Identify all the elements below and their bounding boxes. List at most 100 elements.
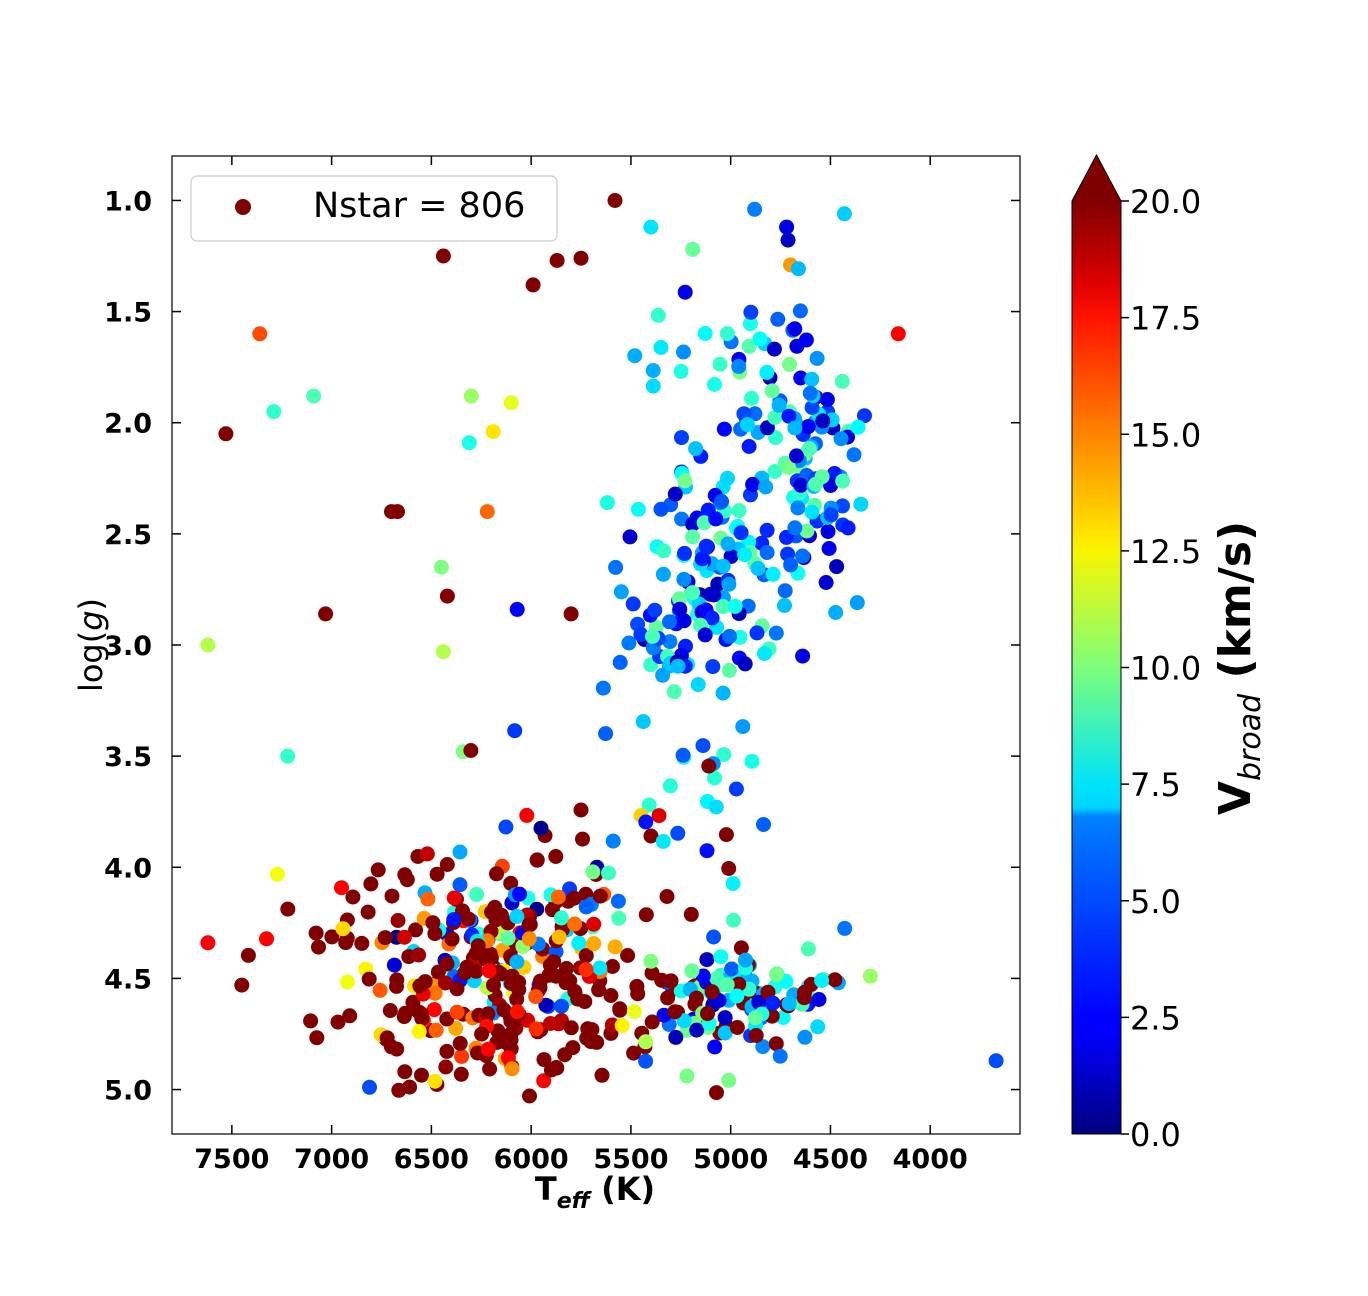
data-point <box>550 889 566 905</box>
data-point <box>444 931 460 947</box>
data-point <box>446 912 462 928</box>
data-point <box>737 547 753 563</box>
data-point <box>559 961 574 976</box>
data-point <box>626 1045 642 1061</box>
data-point <box>829 559 845 575</box>
data-point <box>414 1067 429 1083</box>
legend: Nstar = 806 <box>190 175 558 242</box>
data-point <box>509 909 525 924</box>
data-point <box>690 677 706 693</box>
data-point <box>689 1022 705 1038</box>
data-point <box>612 1002 628 1018</box>
data-point <box>601 865 616 881</box>
colorbar-tick-label: 12.5 <box>1130 533 1201 571</box>
data-point <box>538 997 554 1013</box>
data-point <box>765 566 781 582</box>
data-point <box>625 596 641 612</box>
data-point <box>700 1006 715 1022</box>
data-point <box>435 248 451 264</box>
data-point <box>850 419 866 435</box>
data-point <box>771 397 787 413</box>
colorbar-title: Vbroad (km/s) <box>1210 521 1268 815</box>
data-point <box>699 952 715 968</box>
data-point <box>643 219 659 235</box>
data-point <box>724 961 740 977</box>
data-point <box>453 1066 469 1082</box>
data-point <box>769 966 785 982</box>
data-point <box>468 945 484 961</box>
data-point <box>324 929 340 945</box>
data-point <box>308 925 324 941</box>
data-point <box>493 907 509 923</box>
data-point <box>557 1047 573 1063</box>
data-point <box>396 1009 412 1025</box>
data-point <box>757 646 772 661</box>
data-point <box>862 968 878 984</box>
data-point <box>789 448 804 464</box>
data-point <box>749 625 765 641</box>
data-point <box>468 963 484 979</box>
data-point <box>370 862 386 878</box>
y-tick-label: 1.0 <box>104 186 152 217</box>
data-point <box>611 910 627 926</box>
data-point <box>655 667 671 683</box>
data-point <box>428 1022 444 1038</box>
data-point <box>607 193 623 208</box>
data-point <box>660 990 676 1006</box>
data-point <box>697 627 713 643</box>
data-point <box>446 890 462 906</box>
data-point <box>758 479 774 495</box>
data-point <box>512 886 527 902</box>
data-point <box>429 866 445 882</box>
data-point <box>694 551 710 567</box>
data-point <box>638 1034 654 1050</box>
data-point <box>614 1018 630 1033</box>
data-point <box>269 866 285 882</box>
data-point <box>677 473 693 489</box>
data-point <box>770 311 786 327</box>
data-point <box>729 988 745 1004</box>
data-point <box>536 1073 552 1089</box>
data-point <box>433 559 449 575</box>
data-point <box>725 876 741 891</box>
data-point <box>390 913 406 928</box>
data-point <box>731 358 747 374</box>
data-point <box>635 714 651 730</box>
data-point <box>804 371 820 387</box>
colorbar-tick-label: 0.0 <box>1130 1116 1181 1154</box>
data-point <box>735 719 751 735</box>
y-tick-label: 4.5 <box>104 964 152 995</box>
data-point <box>793 477 809 493</box>
colorbar-tick-label: 5.0 <box>1130 883 1181 921</box>
data-point <box>425 915 441 931</box>
data-point <box>586 936 602 952</box>
data-point <box>493 966 509 982</box>
data-point <box>741 439 757 454</box>
data-point <box>645 628 660 644</box>
data-point <box>438 1059 454 1075</box>
data-point <box>330 1014 346 1030</box>
data-point <box>408 922 424 938</box>
data-point <box>391 1082 407 1098</box>
data-point <box>721 576 737 592</box>
data-point <box>707 770 722 786</box>
data-point <box>382 1003 398 1018</box>
data-point <box>622 529 638 545</box>
data-point <box>503 875 519 891</box>
data-point <box>823 507 839 523</box>
data-point <box>767 464 783 479</box>
data-point <box>815 413 831 429</box>
data-point <box>814 973 830 988</box>
data-point <box>741 338 757 354</box>
data-point <box>566 890 582 906</box>
y-tick-label: 2.5 <box>104 520 152 551</box>
data-point <box>486 977 501 993</box>
data-point <box>439 588 455 604</box>
data-point <box>360 904 376 920</box>
data-point <box>790 500 806 516</box>
data-point <box>461 435 477 451</box>
data-point <box>662 614 677 630</box>
data-point <box>638 1053 654 1069</box>
data-point <box>449 1004 465 1020</box>
x-axis-ticks: 7500 7000 6500 6000 5500 5000 4500 4000 <box>194 156 968 1175</box>
